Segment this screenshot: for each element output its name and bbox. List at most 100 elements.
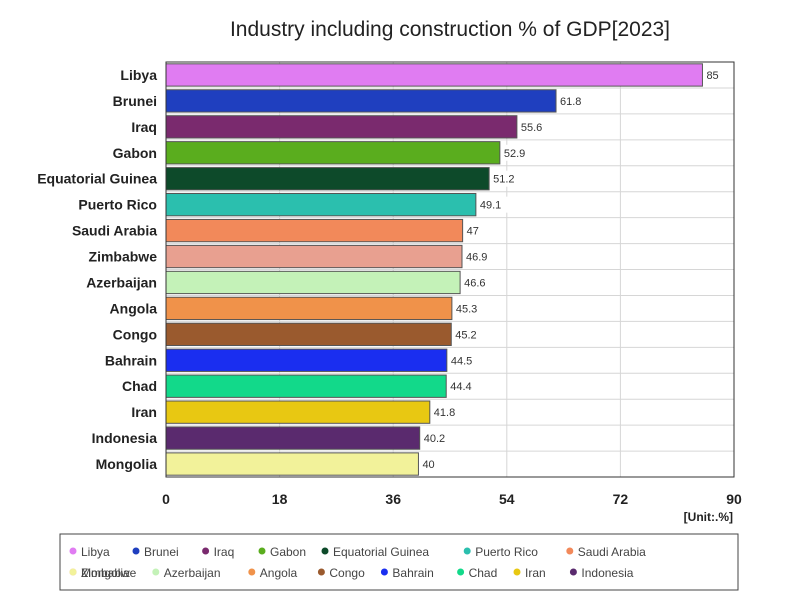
legend-item-gabon[interactable]: Gabon xyxy=(258,545,307,559)
legend-item-chad[interactable]: Chad xyxy=(457,566,497,580)
bar-zimbabwe xyxy=(165,244,463,269)
x-tick-label: 18 xyxy=(272,491,288,507)
category-label-saudi-arabia: Saudi Arabia xyxy=(72,223,157,239)
category-label-chad: Chad xyxy=(122,378,157,394)
value-label-bg xyxy=(420,430,454,447)
x-tick-label: 0 xyxy=(162,491,170,507)
value-label-bg xyxy=(490,170,523,187)
value-label-bg xyxy=(557,92,590,109)
legend-label: Gabon xyxy=(270,545,306,559)
value-label-congo: 45.2 xyxy=(455,329,476,341)
legend-label: Iraq xyxy=(214,545,235,559)
x-tick-label: 36 xyxy=(385,491,401,507)
legend-label: Congo xyxy=(329,566,365,580)
value-label-gabon: 52.9 xyxy=(504,148,525,160)
category-label-equatorial-guinea: Equatorial Guinea xyxy=(37,171,157,187)
legend-marker xyxy=(457,568,465,576)
legend-label: Bahrain xyxy=(392,566,433,580)
legend-marker xyxy=(69,547,77,555)
category-label-mongolia: Mongolia xyxy=(96,456,158,472)
value-label-bg xyxy=(447,352,481,369)
legend-label: Saudi Arabia xyxy=(578,545,646,559)
legend-marker xyxy=(248,568,256,576)
x-tick-label: 54 xyxy=(499,491,515,507)
legend-marker xyxy=(69,568,77,576)
category-label-iran: Iran xyxy=(131,404,157,420)
legend-label: Angola xyxy=(260,566,298,580)
bar-congo xyxy=(165,322,452,346)
category-label-gabon: Gabon xyxy=(113,145,157,161)
value-label-bg xyxy=(703,66,724,83)
value-label-chad: 44.4 xyxy=(450,381,471,393)
value-label-bg xyxy=(452,300,486,317)
legend-item-mongolia[interactable]: Mongolia xyxy=(69,566,131,580)
legend-box xyxy=(59,533,739,591)
legend-item-puerto-rico[interactable]: Puerto Rico xyxy=(463,545,539,559)
legend-item-saudi-arabia[interactable]: Saudi Arabia xyxy=(566,545,646,559)
bar-bahrain xyxy=(165,348,448,372)
value-label-bg xyxy=(430,404,464,421)
bar-indonesia xyxy=(165,426,421,450)
category-label-bahrain: Bahrain xyxy=(105,352,157,368)
unit-label: [Unit:.%] xyxy=(684,510,733,524)
legend-item-iran[interactable]: Iran xyxy=(513,566,546,580)
value-label-bg xyxy=(462,248,496,265)
legend-item-brunei[interactable]: Brunei xyxy=(132,545,179,559)
x-tick-label: 90 xyxy=(726,491,742,507)
legend-marker xyxy=(258,547,266,555)
legend-marker xyxy=(380,568,388,576)
legend-label: Puerto Rico xyxy=(475,545,538,559)
value-label-bg xyxy=(452,326,486,343)
value-label-angola: 45.3 xyxy=(456,303,477,315)
bar-puerto-rico xyxy=(165,193,477,217)
bar-iraq xyxy=(165,115,518,139)
value-label-iraq: 55.6 xyxy=(521,122,542,134)
bar-iran xyxy=(165,400,431,424)
legend-marker xyxy=(132,547,140,555)
bar-angola xyxy=(165,296,453,321)
value-label-equatorial-guinea: 51.2 xyxy=(493,174,514,186)
value-label-bg xyxy=(419,456,440,473)
value-label-bg xyxy=(447,378,481,395)
bar-gabon xyxy=(165,141,501,165)
value-label-bg xyxy=(476,196,510,213)
legend-marker xyxy=(463,547,471,555)
legend-item-angola[interactable]: Angola xyxy=(248,566,297,580)
plot-frame xyxy=(165,61,735,478)
value-label-bg xyxy=(461,274,494,291)
value-label-bg xyxy=(500,144,534,161)
category-label-brunei: Brunei xyxy=(113,93,157,109)
bar-saudi-arabia xyxy=(165,218,464,243)
legend-label: Azerbaijan xyxy=(164,566,221,580)
legend-item-bahrain[interactable]: Bahrain xyxy=(380,566,434,580)
legend-marker xyxy=(513,568,521,576)
value-label-brunei: 61.8 xyxy=(560,96,581,108)
legend-item-equatorial-guinea[interactable]: Equatorial Guinea xyxy=(321,545,430,559)
value-label-iran: 41.8 xyxy=(434,407,455,419)
legend-item-libya[interactable]: Libya xyxy=(69,545,111,559)
category-label-indonesia: Indonesia xyxy=(92,430,158,446)
bar-equatorial-guinea xyxy=(165,167,490,191)
category-label-iraq: Iraq xyxy=(131,119,157,135)
bar-brunei xyxy=(165,89,557,113)
value-label-zimbabwe: 46.9 xyxy=(466,252,487,264)
legend-marker xyxy=(152,568,160,576)
value-label-bg xyxy=(517,118,551,135)
bar-chad xyxy=(165,374,447,398)
legend-marker xyxy=(317,568,325,576)
value-label-indonesia: 40.2 xyxy=(424,433,445,445)
legend-item-iraq[interactable]: Iraq xyxy=(202,545,234,559)
category-label-zimbabwe: Zimbabwe xyxy=(89,249,158,265)
value-label-puerto-rico: 49.1 xyxy=(480,200,501,212)
legend-item-azerbaijan[interactable]: Azerbaijan xyxy=(152,566,221,580)
value-label-azerbaijan: 46.6 xyxy=(464,277,485,289)
legend-label: Iran xyxy=(525,566,546,580)
legend-label: Zimbabwe xyxy=(81,566,137,580)
legend-item-congo[interactable]: Congo xyxy=(317,566,365,580)
category-label-azerbaijan: Azerbaijan xyxy=(86,274,157,290)
legend-label: Equatorial Guinea xyxy=(333,545,429,559)
category-label-puerto-rico: Puerto Rico xyxy=(78,197,157,213)
x-tick-label: 72 xyxy=(613,491,629,507)
legend-item-indonesia[interactable]: Indonesia xyxy=(569,566,634,580)
